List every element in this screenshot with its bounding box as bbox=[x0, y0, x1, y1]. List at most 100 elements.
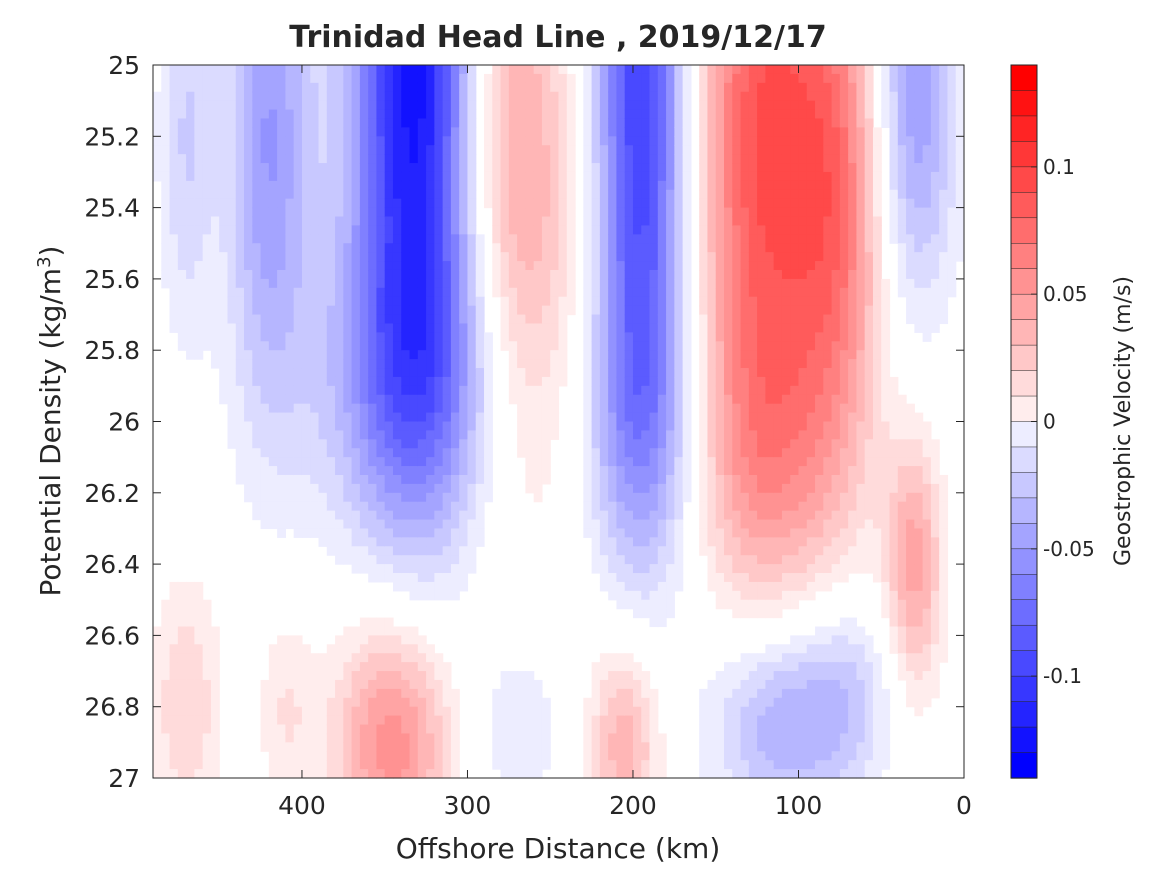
heatmap-cell bbox=[335, 528, 344, 538]
heatmap-cell bbox=[301, 466, 311, 476]
heatmap-cell bbox=[748, 73, 758, 84]
heatmap-cell bbox=[277, 492, 287, 503]
heatmap-cell bbox=[426, 252, 435, 262]
heatmap-cell bbox=[608, 314, 618, 325]
heatmap-cell bbox=[293, 412, 303, 423]
heatmap-cell bbox=[293, 278, 303, 289]
heatmap-cell bbox=[773, 403, 783, 414]
heatmap-cell bbox=[153, 644, 162, 654]
heatmap-cell bbox=[724, 82, 733, 93]
heatmap-cell bbox=[806, 278, 816, 289]
heatmap-cell bbox=[583, 127, 593, 137]
heatmap-cell bbox=[186, 171, 195, 182]
heatmap-cell bbox=[285, 644, 295, 654]
heatmap-cell bbox=[790, 590, 800, 601]
heatmap-cell bbox=[227, 198, 237, 209]
heatmap-cell bbox=[277, 430, 287, 440]
heatmap-cell bbox=[674, 118, 684, 128]
heatmap-cell bbox=[401, 501, 411, 512]
heatmap-cell bbox=[417, 706, 427, 717]
heatmap-cell bbox=[450, 715, 460, 726]
heatmap-cell bbox=[682, 350, 692, 360]
heatmap-cell bbox=[285, 430, 295, 440]
heatmap-cell bbox=[293, 261, 303, 271]
heatmap-cell bbox=[343, 519, 353, 530]
heatmap-cell bbox=[732, 118, 742, 128]
heatmap-cell bbox=[277, 483, 287, 494]
heatmap-cell bbox=[806, 662, 816, 672]
heatmap-cell bbox=[392, 581, 402, 592]
heatmap-cell bbox=[525, 225, 535, 235]
heatmap-cell bbox=[715, 305, 725, 316]
heatmap-cell bbox=[277, 644, 287, 654]
heatmap-cell bbox=[599, 323, 609, 333]
heatmap-cell bbox=[434, 412, 444, 423]
heatmap-cell bbox=[732, 216, 742, 227]
heatmap-cell bbox=[417, 180, 427, 191]
heatmap-cell bbox=[252, 261, 262, 271]
heatmap-cell bbox=[757, 697, 766, 708]
heatmap-cell bbox=[533, 448, 543, 458]
heatmap-cells bbox=[153, 65, 965, 779]
heatmap-cell bbox=[343, 341, 353, 351]
heatmap-cell bbox=[558, 341, 568, 351]
heatmap-cell bbox=[409, 305, 419, 316]
heatmap-cell bbox=[252, 296, 262, 307]
heatmap-cell bbox=[525, 430, 535, 440]
heatmap-cell bbox=[351, 198, 361, 209]
heatmap-cell bbox=[699, 216, 709, 227]
heatmap-cell bbox=[492, 733, 502, 743]
heatmap-cell bbox=[268, 154, 278, 164]
heatmap-cell bbox=[624, 769, 634, 779]
heatmap-cell bbox=[268, 136, 278, 146]
heatmap-cell bbox=[508, 118, 518, 128]
heatmap-cell bbox=[657, 457, 667, 467]
heatmap-cell bbox=[674, 368, 684, 378]
heatmap-cell bbox=[525, 421, 535, 432]
heatmap-cell bbox=[632, 198, 642, 209]
heatmap-cell bbox=[682, 278, 692, 289]
heatmap-cell bbox=[434, 100, 444, 111]
heatmap-cell bbox=[599, 466, 609, 476]
heatmap-cell bbox=[434, 394, 444, 405]
heatmap-cell bbox=[674, 207, 684, 218]
heatmap-cell bbox=[508, 305, 518, 316]
heatmap-cell bbox=[252, 234, 262, 244]
heatmap-cell bbox=[384, 742, 394, 752]
heatmap-cell bbox=[508, 751, 518, 761]
heatmap-cell bbox=[450, 136, 460, 146]
heatmap-cell bbox=[277, 448, 287, 458]
heatmap-cell bbox=[599, 145, 609, 155]
heatmap-cell bbox=[790, 82, 800, 93]
heatmap-cell bbox=[674, 555, 684, 565]
heatmap-cell bbox=[525, 234, 535, 244]
heatmap-cell bbox=[359, 510, 369, 521]
heatmap-cell bbox=[781, 412, 791, 423]
heatmap-cell bbox=[517, 305, 526, 316]
heatmap-cell bbox=[169, 269, 179, 280]
heatmap-cell bbox=[475, 359, 485, 369]
heatmap-cell bbox=[368, 136, 378, 146]
heatmap-cell bbox=[177, 180, 187, 191]
heatmap-cell bbox=[599, 269, 609, 280]
heatmap-cell bbox=[169, 127, 179, 137]
heatmap-cell bbox=[657, 180, 667, 191]
heatmap-cell bbox=[740, 82, 750, 93]
heatmap-cell bbox=[657, 269, 667, 280]
heatmap-cell bbox=[525, 207, 535, 218]
heatmap-cell bbox=[268, 697, 278, 708]
heatmap-cell bbox=[699, 198, 709, 209]
heatmap-cell bbox=[169, 287, 179, 298]
heatmap-cell bbox=[359, 323, 369, 333]
heatmap-cell bbox=[815, 671, 824, 681]
heatmap-cell bbox=[169, 216, 179, 227]
heatmap-cell bbox=[682, 448, 692, 458]
heatmap-cell bbox=[616, 287, 626, 298]
heatmap-cell bbox=[368, 501, 378, 512]
heatmap-cell bbox=[699, 457, 709, 467]
heatmap-cell bbox=[707, 403, 717, 414]
heatmap-cell bbox=[773, 109, 783, 120]
heatmap-cell bbox=[533, 679, 543, 690]
heatmap-cell bbox=[790, 430, 800, 440]
heatmap-cell bbox=[541, 109, 551, 120]
